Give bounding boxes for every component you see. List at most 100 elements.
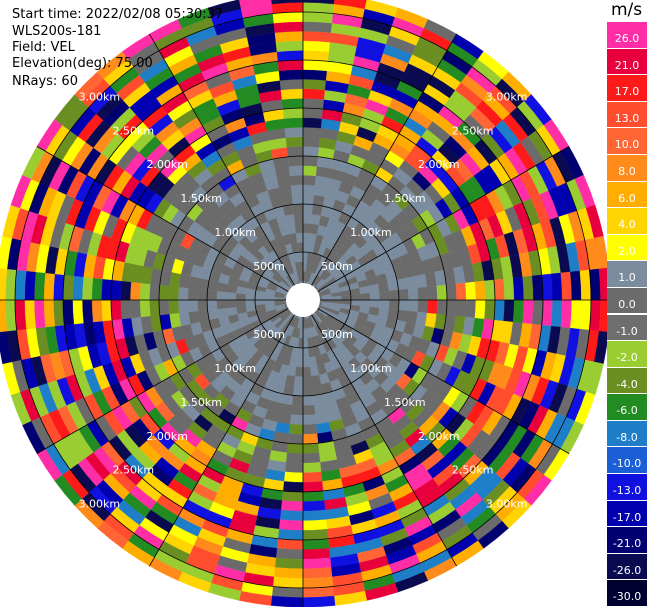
velocity-gate (531, 274, 544, 301)
range-ring-label: 2.50km (113, 464, 155, 477)
velocity-gate (436, 299, 448, 316)
velocity-gate (178, 286, 189, 301)
velocity-gate (503, 299, 515, 323)
colorbar-segment (607, 527, 647, 554)
velocity-gate (291, 194, 304, 205)
colorbar-tick-label: 26.0 (614, 32, 640, 45)
velocity-gate (302, 433, 319, 445)
colorbar-segment (607, 314, 647, 342)
velocity-gate (235, 299, 246, 308)
velocity-gate (34, 271, 46, 301)
range-ring-label: 2.50km (452, 124, 494, 137)
velocity-gate (302, 471, 323, 483)
velocity-gate (302, 404, 316, 416)
velocity-gate (512, 299, 524, 324)
velocity-gate (91, 277, 103, 301)
velocity-gate (275, 548, 304, 560)
velocity-gate (207, 0, 242, 18)
ppi-plot: 500m 1.00km 1.50km 2.00km 2.50km 3.00km 500m 1.… (0, 0, 607, 607)
velocity-gate (302, 136, 321, 148)
velocity-gate (197, 288, 208, 301)
velocity-gate (493, 299, 505, 322)
velocity-gate (484, 279, 496, 301)
velocity-gate (512, 276, 524, 301)
velocity-gate (398, 299, 409, 312)
colorbar-tick-label: -8.0 (616, 430, 638, 444)
colorbar-segment (607, 553, 647, 581)
range-ring-label: 2.50km (452, 464, 494, 477)
colorbar-segment (607, 208, 647, 235)
velocity-gate (278, 519, 304, 531)
velocity-gate (294, 223, 304, 234)
colorbar-segment (607, 48, 647, 76)
velocity-gate (245, 299, 256, 307)
velocity-gate (302, 500, 326, 512)
range-ring-label: 1.00km (214, 226, 256, 239)
colorbar: 26.0 21.0 17.0 13.0 10.0 8.0 6.0 4.0 2.0 1.0 0.0 -1… (607, 22, 647, 607)
colorbar-segment (607, 128, 647, 155)
velocity-gate (417, 286, 428, 301)
velocity-gate (302, 11, 334, 24)
azimuth-spoke (302, 146, 570, 301)
colorbar-segment (607, 474, 647, 501)
colorbar-tick-label: 6.0 (618, 191, 636, 205)
velocity-gate (302, 528, 329, 541)
colorbar-tick-label: 17.0 (614, 85, 640, 99)
velocity-gate (302, 366, 312, 377)
colorbar-segment (607, 394, 647, 421)
velocity-gate (168, 299, 180, 315)
velocity-gate (216, 290, 227, 301)
velocity-gate (290, 184, 304, 196)
velocity-gate (289, 414, 304, 425)
velocity-gates (0, 0, 607, 607)
azimuth-spoke (36, 299, 304, 454)
velocity-gate (295, 357, 304, 368)
velocity-gate (14, 269, 27, 301)
range-ring-label: 1.00km (350, 362, 392, 375)
velocity-gate (270, 595, 304, 607)
velocity-gate (446, 283, 457, 301)
colorbar-segment (607, 420, 647, 448)
range-ring-label: 2.00km (146, 158, 188, 171)
velocity-gate (302, 548, 331, 560)
velocity-gate (388, 289, 400, 301)
colorbar-tick-label: 8.0 (618, 164, 636, 178)
velocity-gate (302, 490, 325, 502)
velocity-gate (158, 284, 170, 301)
range-ring-label: 2.00km (418, 158, 460, 171)
velocity-gate (369, 299, 380, 309)
velocity-gate (484, 299, 496, 321)
velocity-gate (43, 272, 55, 301)
velocity-gate (417, 299, 428, 314)
velocity-gate (279, 509, 304, 521)
velocity-gate (284, 462, 304, 473)
colorbar-tick-label: -30.0 (612, 590, 642, 604)
velocity-gate (279, 79, 304, 91)
velocity-gate (302, 357, 311, 368)
colorbar-segment (607, 75, 647, 102)
range-grid (0, 0, 607, 607)
velocity-gate (426, 299, 438, 315)
start-time-label: Start time: 2022/02/08 05:30:37 (12, 7, 224, 22)
colorbar-tick-label: -13.0 (612, 484, 642, 498)
velocity-gate (398, 288, 409, 301)
velocity-gate (292, 203, 304, 215)
velocity-gate (302, 376, 313, 387)
velocity-gate (206, 289, 218, 301)
velocity-gate (72, 275, 84, 301)
velocity-gate (379, 290, 390, 301)
range-ring-label: 500m (321, 260, 353, 273)
velocity-gate (302, 88, 326, 100)
velocity-gate (284, 127, 304, 138)
velocity-gate (302, 595, 336, 607)
colorbar-tick-label: -4.0 (616, 377, 638, 391)
velocity-gate (302, 165, 318, 177)
colorbar-tick-label: -17.0 (612, 510, 642, 524)
velocity-gate (292, 385, 304, 397)
velocity-gate (302, 107, 324, 119)
velocity-gate (406, 275, 418, 290)
velocity-gate (282, 107, 304, 119)
azimuth-spoke (149, 33, 304, 301)
velocity-gate (503, 277, 515, 301)
velocity-gate (254, 299, 265, 306)
